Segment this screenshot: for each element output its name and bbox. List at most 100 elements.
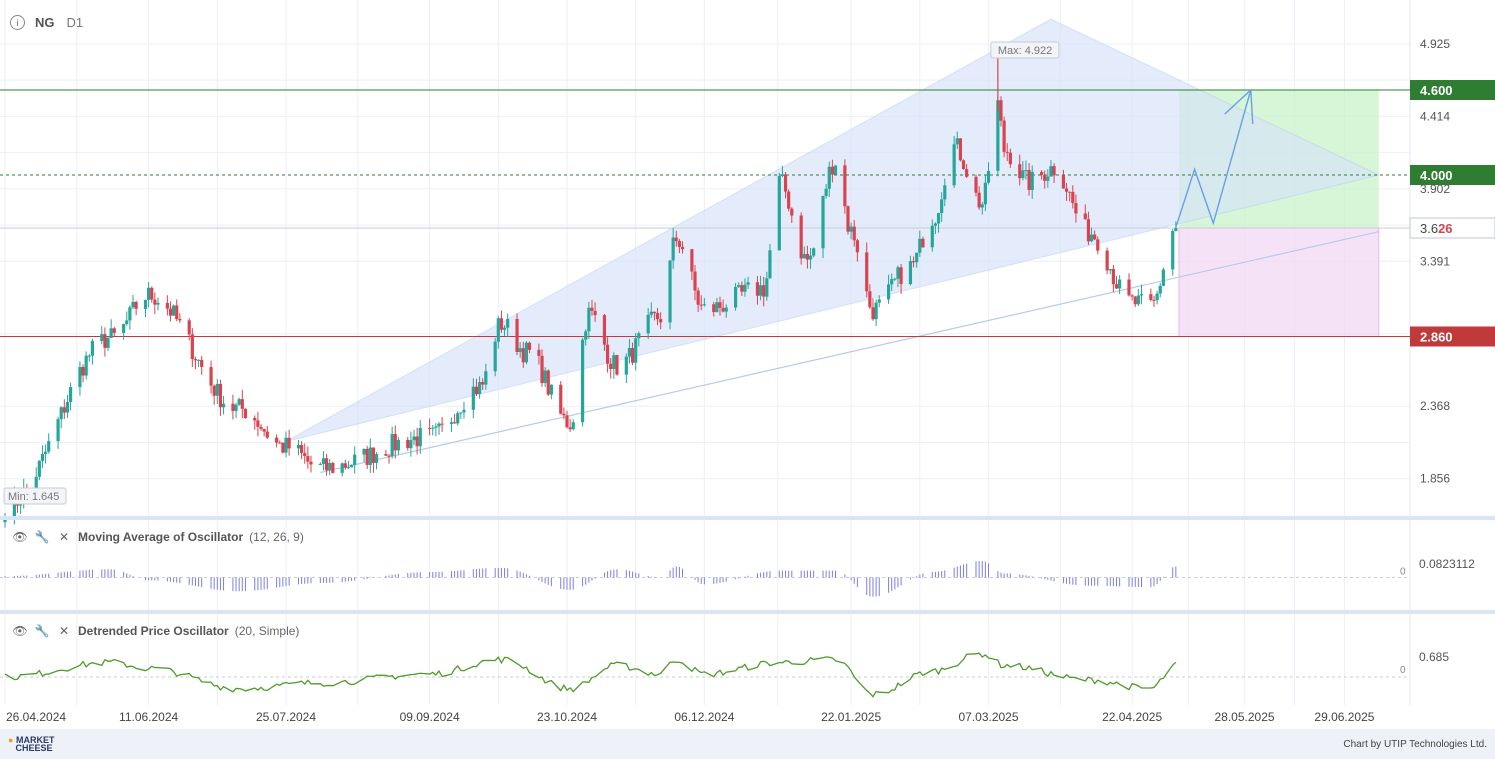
axis-labels: Max: 4.922 Min: 1.645 4.925 4.414 3.902 3.391… (3, 37, 1450, 724)
candle-body (81, 366, 85, 376)
dpo-zero-label: 0 (1400, 665, 1406, 676)
candle-body (65, 401, 70, 413)
candle-body (1171, 231, 1175, 270)
candle-body (668, 260, 672, 323)
candle-body (428, 428, 432, 430)
candle-body (899, 267, 903, 285)
candle-body (218, 383, 223, 408)
eye-icon[interactable]: 👁 (12, 624, 28, 638)
candle-body (790, 208, 794, 216)
candle-body (296, 444, 301, 449)
candle-body (1093, 234, 1097, 240)
candle-body (855, 240, 859, 253)
candle-body (652, 311, 657, 314)
wrench-icon[interactable]: 🔧 (34, 530, 50, 544)
candle-body (609, 363, 613, 369)
candle-body (986, 170, 991, 183)
candle-body (193, 359, 198, 361)
x-tick-label: 06.12.2024 (674, 710, 734, 724)
candle-body (777, 175, 781, 251)
candle-body (1118, 279, 1122, 289)
wedge-area (285, 18, 1381, 442)
candle-body (830, 166, 834, 175)
candle-body (812, 248, 816, 256)
candle-body (565, 415, 569, 428)
candle-body (309, 461, 313, 465)
candle-body (918, 238, 922, 253)
candle-body (587, 307, 591, 332)
min-label: Min: 1.645 (8, 491, 59, 503)
candle-body (221, 403, 226, 408)
candle-body (275, 437, 279, 443)
close-icon[interactable]: ✕ (58, 624, 70, 638)
candle-body (1127, 279, 1131, 296)
candle-body (437, 423, 441, 427)
eye-icon[interactable]: 👁 (12, 530, 28, 544)
candle-body (90, 340, 95, 356)
x-tick-label: 29.06.2025 (1314, 710, 1374, 724)
candle-body (1018, 164, 1022, 179)
candle-body (231, 403, 235, 411)
candle-body (412, 436, 416, 441)
close-icon[interactable]: ✕ (58, 530, 70, 544)
candle-body (68, 387, 73, 402)
candle-body (996, 100, 1000, 171)
candle-body (59, 407, 63, 420)
candle-body (12, 493, 16, 518)
min-label-box (3, 487, 67, 505)
candle-body (893, 278, 897, 280)
candle-body (287, 437, 291, 449)
candle-body (499, 318, 504, 330)
candle-body (746, 282, 750, 285)
candle-body (178, 318, 182, 321)
candle-body (112, 328, 116, 333)
candle-body (630, 348, 635, 363)
info-icon[interactable]: i (10, 15, 25, 30)
candle-body (346, 467, 351, 469)
candle-body (1064, 188, 1069, 192)
wrench-icon[interactable]: 🔧 (34, 624, 50, 638)
candle-body (284, 437, 288, 453)
candle-body (190, 334, 194, 360)
candle-body (961, 160, 966, 170)
candle-body (1136, 295, 1140, 305)
candle-body (734, 287, 738, 308)
candle-body (524, 342, 529, 363)
stop-loss-zone (1178, 227, 1380, 338)
candle-body (974, 176, 978, 193)
candle-body (843, 165, 847, 207)
candle-body (1061, 175, 1066, 189)
candle-body (321, 458, 326, 464)
candle-body (755, 282, 760, 296)
candle-body (602, 315, 607, 345)
candle-body (122, 324, 126, 333)
candle-body (699, 304, 703, 306)
candle-body (1089, 234, 1094, 242)
candle-body (833, 165, 838, 175)
candle-body (56, 419, 60, 442)
candle-body (952, 144, 956, 186)
candle-body (1046, 176, 1050, 181)
candle-body (890, 279, 894, 285)
candle-body (256, 420, 260, 427)
candle-body (87, 355, 91, 357)
projection-arrowhead (1224, 88, 1254, 125)
candle-body (977, 192, 981, 208)
candle-body (259, 426, 263, 429)
candle-body (134, 301, 138, 309)
candle-body (1149, 294, 1153, 300)
candle-body (852, 226, 856, 241)
candle-body (237, 399, 241, 405)
candle-body (303, 453, 307, 457)
candle-body (737, 285, 741, 288)
candle-body (474, 386, 479, 395)
candle-body (453, 422, 457, 424)
candle-body (721, 307, 725, 312)
candle-body (1049, 166, 1053, 177)
level-value: 2.860 (1420, 330, 1453, 345)
max-label-box (990, 41, 1060, 59)
candle-body (131, 301, 135, 308)
candle-body (431, 427, 435, 429)
candle-body (740, 285, 744, 292)
candle-body (1002, 120, 1006, 152)
